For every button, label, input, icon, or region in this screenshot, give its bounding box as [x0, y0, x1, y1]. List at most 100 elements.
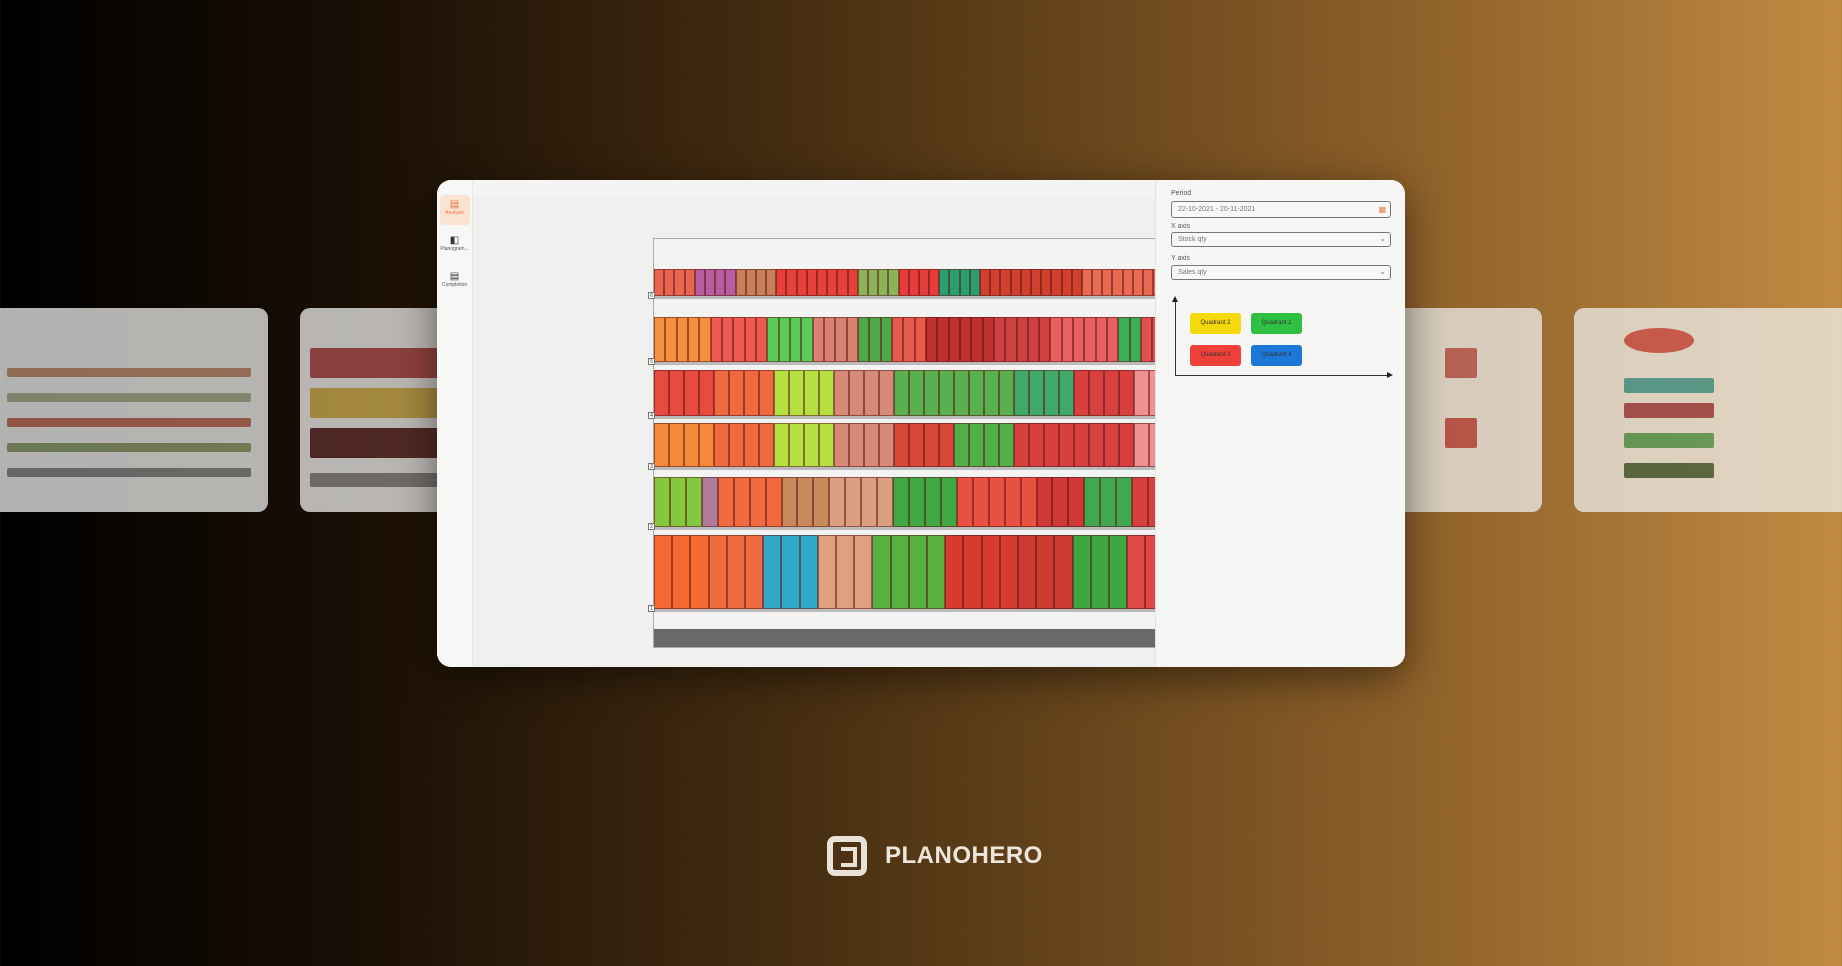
product-facing[interactable]	[939, 423, 954, 467]
product-facing[interactable]	[969, 269, 980, 296]
product-facing[interactable]	[725, 269, 736, 296]
product-facing[interactable]	[1118, 317, 1130, 362]
product-facing[interactable]	[786, 269, 797, 296]
product-facing[interactable]	[690, 535, 709, 609]
product-facing[interactable]	[888, 269, 899, 296]
product-facing[interactable]	[849, 423, 864, 467]
product-facing[interactable]	[1014, 423, 1029, 467]
product-facing[interactable]	[676, 317, 688, 362]
product-facing[interactable]	[937, 317, 949, 362]
product-facing[interactable]	[1039, 317, 1051, 362]
product-facing[interactable]	[774, 370, 789, 416]
product-facing[interactable]	[1041, 269, 1052, 296]
product-facing[interactable]	[999, 370, 1014, 416]
product-facing[interactable]	[654, 477, 670, 527]
product-facing[interactable]	[959, 317, 972, 362]
product-facing[interactable]	[654, 423, 669, 467]
product-facing[interactable]	[819, 423, 834, 467]
product-facing[interactable]	[924, 370, 939, 416]
product-facing[interactable]	[1004, 477, 1021, 527]
product-facing[interactable]	[891, 317, 904, 362]
product-facing[interactable]	[893, 477, 909, 527]
product-facing[interactable]	[872, 535, 891, 609]
product-facing[interactable]	[869, 317, 881, 362]
product-facing[interactable]	[879, 370, 894, 416]
quadrant-1-button[interactable]: Quadrant 1	[1251, 313, 1302, 334]
product-facing[interactable]	[726, 535, 746, 609]
product-facing[interactable]	[827, 269, 838, 296]
product-facing[interactable]	[834, 423, 849, 467]
product-facing[interactable]	[823, 317, 836, 362]
product-facing[interactable]	[1071, 269, 1082, 296]
product-facing[interactable]	[1104, 370, 1119, 416]
product-facing[interactable]	[877, 477, 894, 527]
product-facing[interactable]	[701, 477, 718, 527]
product-facing[interactable]	[669, 370, 684, 416]
product-facing[interactable]	[867, 269, 879, 296]
product-facing[interactable]	[699, 317, 711, 362]
product-facing[interactable]	[817, 535, 837, 609]
product-facing[interactable]	[1109, 535, 1128, 609]
product-facing[interactable]	[812, 317, 824, 362]
product-facing[interactable]	[954, 423, 969, 467]
product-facing[interactable]	[744, 370, 759, 416]
product-facing[interactable]	[1010, 269, 1021, 296]
product-facing[interactable]	[924, 423, 939, 467]
product-facing[interactable]	[1092, 269, 1103, 296]
product-facing[interactable]	[1134, 423, 1149, 467]
product-facing[interactable]	[1051, 269, 1062, 296]
product-facing[interactable]	[804, 370, 819, 416]
product-facing[interactable]	[817, 269, 828, 296]
product-facing[interactable]	[898, 269, 909, 296]
product-facing[interactable]	[845, 477, 862, 527]
product-facing[interactable]	[1132, 269, 1143, 296]
product-facing[interactable]	[834, 370, 849, 416]
product-facing[interactable]	[980, 269, 991, 296]
product-facing[interactable]	[781, 477, 798, 527]
product-facing[interactable]	[1018, 535, 1037, 609]
product-facing[interactable]	[735, 269, 746, 296]
product-facing[interactable]	[745, 269, 756, 296]
product-facing[interactable]	[704, 269, 716, 296]
product-facing[interactable]	[685, 477, 702, 527]
product-facing[interactable]	[939, 370, 954, 416]
product-facing[interactable]	[687, 317, 700, 362]
product-facing[interactable]	[1072, 535, 1091, 609]
product-facing[interactable]	[847, 269, 858, 296]
product-facing[interactable]	[759, 370, 774, 416]
product-facing[interactable]	[765, 477, 782, 527]
product-facing[interactable]	[755, 269, 767, 296]
product-facing[interactable]	[1020, 477, 1037, 527]
product-facing[interactable]	[804, 423, 819, 467]
product-facing[interactable]	[1073, 317, 1085, 362]
product-facing[interactable]	[1014, 370, 1029, 416]
product-facing[interactable]	[969, 370, 984, 416]
product-facing[interactable]	[999, 535, 1019, 609]
product-facing[interactable]	[654, 535, 673, 609]
product-facing[interactable]	[1127, 535, 1146, 609]
product-facing[interactable]	[1054, 535, 1073, 609]
product-facing[interactable]	[1027, 317, 1040, 362]
product-facing[interactable]	[1030, 269, 1042, 296]
product-facing[interactable]	[710, 317, 722, 362]
y-axis-select[interactable]: Sales qty ⌄	[1171, 265, 1391, 280]
product-facing[interactable]	[733, 317, 745, 362]
product-facing[interactable]	[715, 269, 726, 296]
product-facing[interactable]	[749, 477, 766, 527]
sidebar-item-completion[interactable]: ▤ Completion	[440, 267, 470, 297]
product-facing[interactable]	[654, 317, 666, 362]
product-facing[interactable]	[929, 269, 940, 296]
product-facing[interactable]	[699, 423, 714, 467]
product-facing[interactable]	[861, 477, 878, 527]
product-facing[interactable]	[1122, 269, 1133, 296]
product-facing[interactable]	[908, 535, 928, 609]
product-facing[interactable]	[969, 423, 984, 467]
product-facing[interactable]	[672, 535, 691, 609]
product-facing[interactable]	[1134, 370, 1149, 416]
product-facing[interactable]	[1084, 477, 1101, 527]
calendar-icon[interactable]: ▦	[1378, 205, 1386, 214]
product-facing[interactable]	[879, 423, 894, 467]
product-facing[interactable]	[1059, 423, 1074, 467]
product-facing[interactable]	[813, 477, 830, 527]
product-facing[interactable]	[1020, 269, 1031, 296]
